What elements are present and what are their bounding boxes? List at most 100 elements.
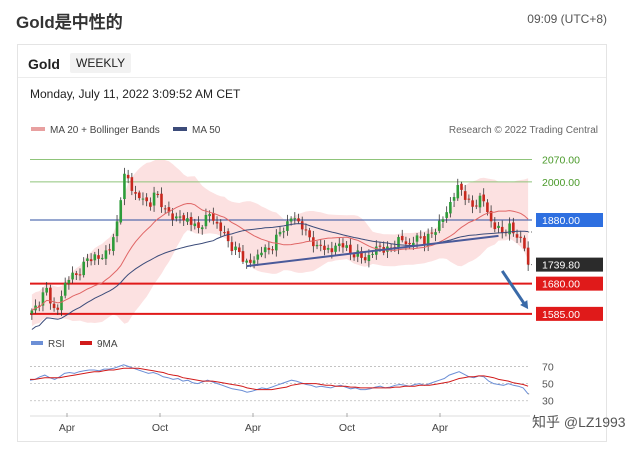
ma20-legend-label: MA 20 + Bollinger Bands xyxy=(50,125,160,136)
candle-body xyxy=(319,244,323,246)
candle-body xyxy=(486,202,489,213)
tab-weekly[interactable]: WEEKLY xyxy=(70,53,132,73)
candle-body xyxy=(137,192,141,199)
candle-body xyxy=(419,236,423,238)
candle-body xyxy=(493,222,497,230)
candle-body xyxy=(297,218,300,222)
candle-body xyxy=(204,214,208,227)
ma50-legend-label: MA 50 xyxy=(192,125,221,136)
candle-body xyxy=(404,241,408,245)
ma50-legend-swatch xyxy=(173,127,187,131)
candle-body xyxy=(278,231,282,235)
candle-body xyxy=(49,287,52,304)
candle-body xyxy=(119,200,123,223)
candle-body xyxy=(360,251,363,258)
candle-body xyxy=(249,259,252,263)
candle-body xyxy=(426,233,430,247)
level-1739-80-tag xyxy=(536,257,603,272)
candle-body xyxy=(523,237,526,249)
candle-body xyxy=(271,249,274,251)
candle-body xyxy=(434,232,437,235)
level-1680-00-tag xyxy=(536,276,603,291)
candle-body xyxy=(67,279,71,284)
candle-body xyxy=(115,221,119,237)
candle-body xyxy=(415,235,419,242)
level-1585-00-label: 1585.00 xyxy=(542,309,580,321)
candle-body xyxy=(100,257,104,259)
candle-body xyxy=(141,198,145,200)
candle-body xyxy=(86,258,89,261)
rsi-9ma-line xyxy=(30,367,529,391)
candle-body xyxy=(497,225,500,228)
x-axis: Apr Oct Apr Oct Apr xyxy=(30,413,530,434)
candle-body xyxy=(293,218,297,220)
candle-body xyxy=(408,242,411,245)
candle-body xyxy=(45,287,48,293)
candle-body xyxy=(223,232,226,234)
candle-body xyxy=(352,254,356,258)
candle-body xyxy=(445,212,448,218)
candle-body xyxy=(441,219,445,223)
candle-body xyxy=(341,243,345,248)
candle-body xyxy=(167,207,171,213)
candle-body xyxy=(337,243,341,247)
watermark: 知乎 @LZ1993 xyxy=(532,414,626,430)
candle-body xyxy=(308,230,311,238)
candle-body xyxy=(330,248,334,253)
candle-body xyxy=(241,251,245,262)
candle-body xyxy=(152,192,156,206)
level-1585-00-tag xyxy=(536,306,603,321)
candle-body xyxy=(489,210,493,222)
rsi-panel: 70 50 30 xyxy=(29,362,554,408)
candle-body xyxy=(234,246,237,251)
candle-body xyxy=(78,274,82,276)
bollinger-band xyxy=(31,158,529,327)
x-tick-label: Oct xyxy=(339,422,355,434)
candle-body xyxy=(134,192,137,194)
candle-body xyxy=(130,177,134,191)
candle-body xyxy=(474,205,478,207)
candle-body xyxy=(315,244,319,247)
candle-body xyxy=(156,193,160,195)
candle-body xyxy=(500,226,504,233)
candle-body xyxy=(326,247,330,250)
candle-body xyxy=(174,216,178,219)
ma20-line xyxy=(31,202,529,311)
level-1680-00-label: 1680.00 xyxy=(542,279,580,291)
level-1880-00-tag xyxy=(536,213,603,227)
candle-body xyxy=(400,235,404,241)
page-title: Gold是中性的 xyxy=(16,13,123,32)
ma50-line xyxy=(31,223,529,330)
candle-body xyxy=(93,254,97,261)
candle-body xyxy=(526,247,530,265)
candle-body xyxy=(478,195,482,208)
candle-body xyxy=(363,257,367,261)
candle-body xyxy=(178,216,182,218)
forecast-arrow-shaft xyxy=(500,270,527,306)
legend: MA 20 + Bollinger Bands MA 50 Research ©… xyxy=(31,125,598,350)
candle-body xyxy=(145,197,148,202)
candle-body xyxy=(82,261,86,276)
candle-body xyxy=(456,184,460,199)
candle-body xyxy=(437,220,441,231)
candle-body xyxy=(200,227,204,230)
candle-body xyxy=(312,237,315,247)
candle-body xyxy=(449,202,452,214)
rsi-legend-label: RSI xyxy=(48,339,65,350)
candle-body xyxy=(237,247,241,253)
card-divider xyxy=(18,77,606,78)
candle-body xyxy=(126,174,130,179)
x-tick-label: Apr xyxy=(59,422,76,434)
rsi-tick-70: 70 xyxy=(542,362,554,374)
ma20-legend-swatch xyxy=(31,127,45,131)
candle-body xyxy=(219,222,223,232)
candle-body xyxy=(452,197,456,201)
candle-body xyxy=(289,218,293,222)
x-tick-label: Apr xyxy=(432,422,449,434)
candle-body xyxy=(367,255,371,262)
rsi-legend-swatch xyxy=(31,341,43,345)
candle-body xyxy=(41,292,45,306)
candle-body xyxy=(182,215,186,221)
candle-body xyxy=(397,237,400,249)
